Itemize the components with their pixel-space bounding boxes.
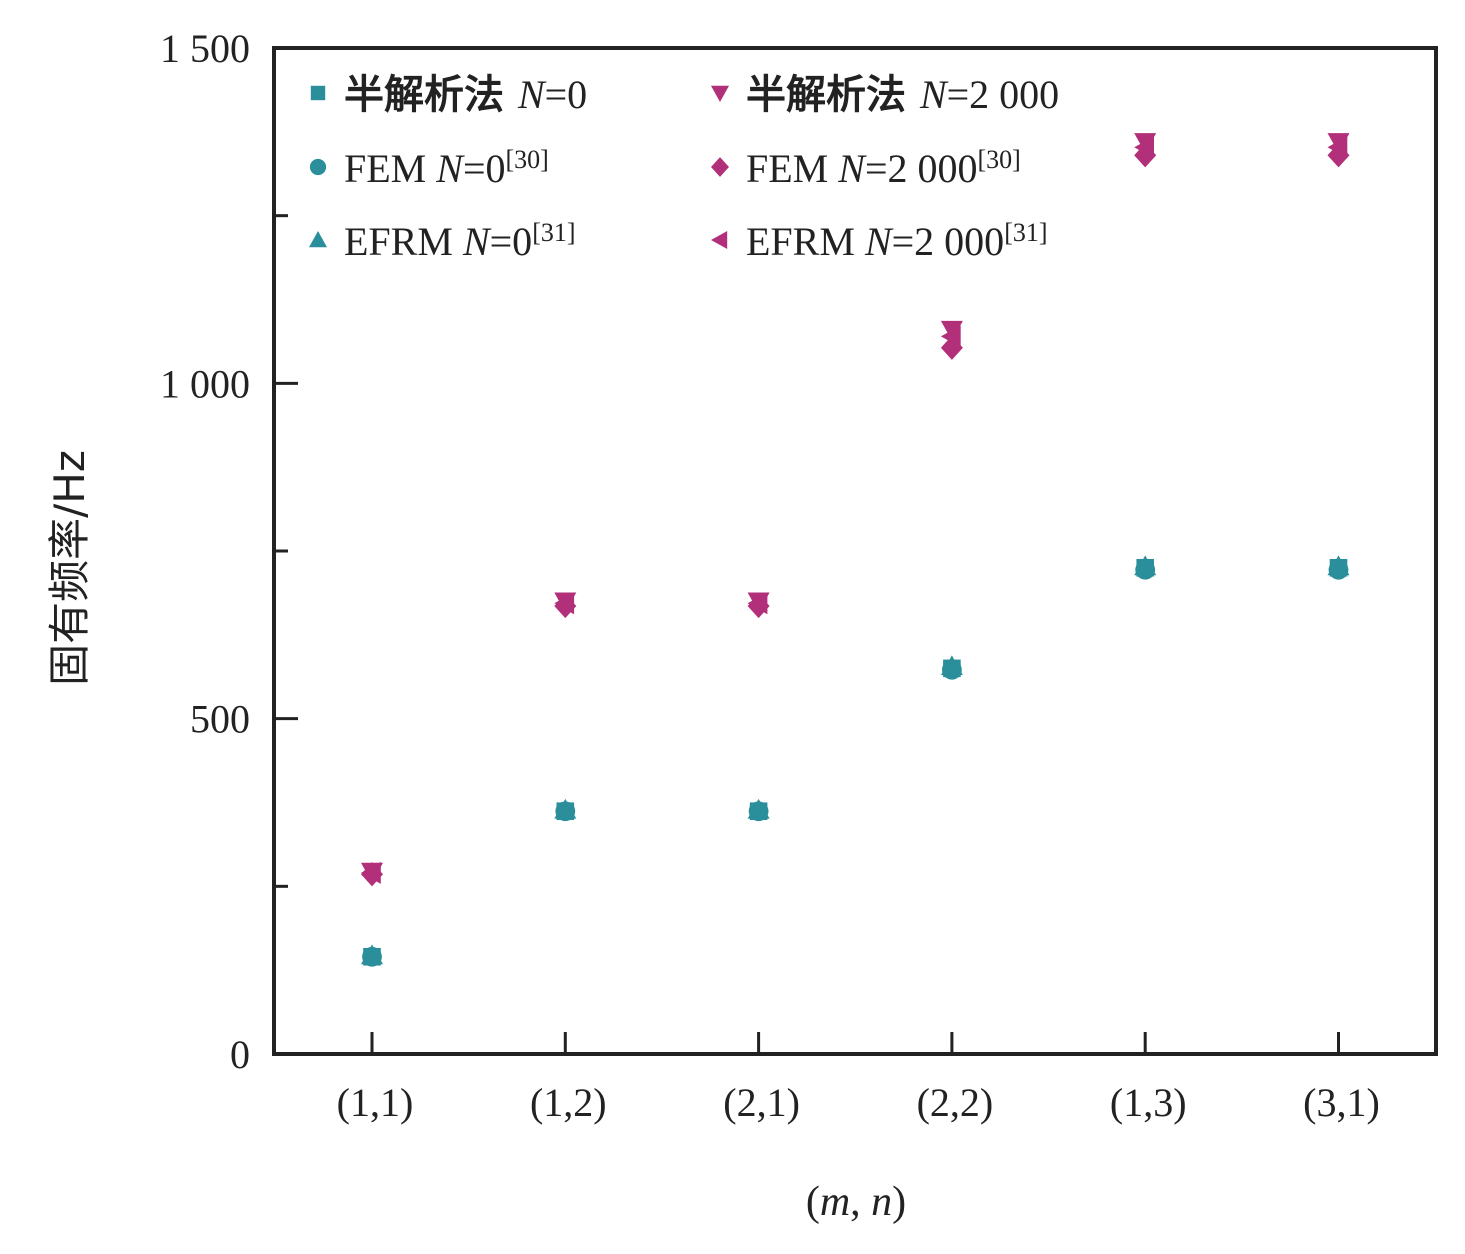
data-point-triangle-left — [940, 325, 961, 348]
data-point-triangle-left — [554, 592, 575, 615]
y-tick-label: 1 000 — [160, 361, 250, 406]
y-axis-label: 固有频率/Hz — [45, 450, 94, 686]
legend-marker-triangle-left — [711, 231, 728, 249]
data-point-triangle-up — [1134, 555, 1157, 576]
data-point-triangle-up — [361, 944, 383, 965]
data-point-triangle-left — [747, 592, 768, 615]
x-tick-label: (1,3) — [1110, 1080, 1187, 1125]
x-tick-label: (3,1) — [1303, 1080, 1380, 1125]
data-point-triangle-up — [940, 655, 963, 676]
data-point-diamond — [940, 335, 963, 360]
plot-frame — [272, 46, 1438, 1056]
legend-entry: FEM N=2 000[30] — [746, 145, 1021, 191]
legend: 半解析法 N=0 FEM N=0[30] EFRM N=0[31] 半解析法 N=2 … — [309, 72, 1059, 264]
x-tick-label: (2,1) — [723, 1080, 800, 1125]
x-tick-label: (2,2) — [917, 1080, 994, 1125]
legend-marker-circle — [309, 158, 327, 176]
data-point-triangle-left — [1134, 136, 1154, 159]
data-point-triangle-up — [554, 798, 577, 819]
legend-entry: FEM N=0[30] — [344, 145, 549, 191]
legend-marker-triangle-up — [309, 231, 327, 248]
legend-entry: EFRM N=2 000[31] — [746, 218, 1048, 264]
y-axis: 0 500 1 000 1 500 — [160, 26, 298, 1077]
y-tick-label: 0 — [230, 1032, 250, 1077]
data-markers — [361, 133, 1350, 967]
x-axis-label: (m, n) — [806, 1179, 906, 1225]
y-tick-label: 500 — [190, 697, 250, 742]
data-point-triangle-up — [747, 798, 770, 819]
data-point-triangle-left — [1327, 136, 1348, 159]
legend-entry: EFRM N=0[31] — [344, 218, 576, 264]
data-point-triangle-left — [361, 861, 381, 884]
y-tick-label: 1 500 — [160, 26, 250, 71]
x-tick-label: (1,2) — [530, 1080, 607, 1125]
legend-marker-square — [310, 85, 326, 101]
x-tick-label: (1,1) — [337, 1080, 414, 1125]
legend-marker-diamond — [711, 157, 729, 177]
x-axis: (1,1) (1,2) (2,1) (2,2) (1,3) (3,1) — [337, 1032, 1380, 1125]
data-point-triangle-up — [1327, 555, 1350, 576]
legend-marker-triangle-down — [711, 85, 729, 102]
legend-entry: 半解析法 N=0 — [344, 72, 587, 118]
legend-entry: 半解析法 N=2 000 — [746, 72, 1059, 118]
